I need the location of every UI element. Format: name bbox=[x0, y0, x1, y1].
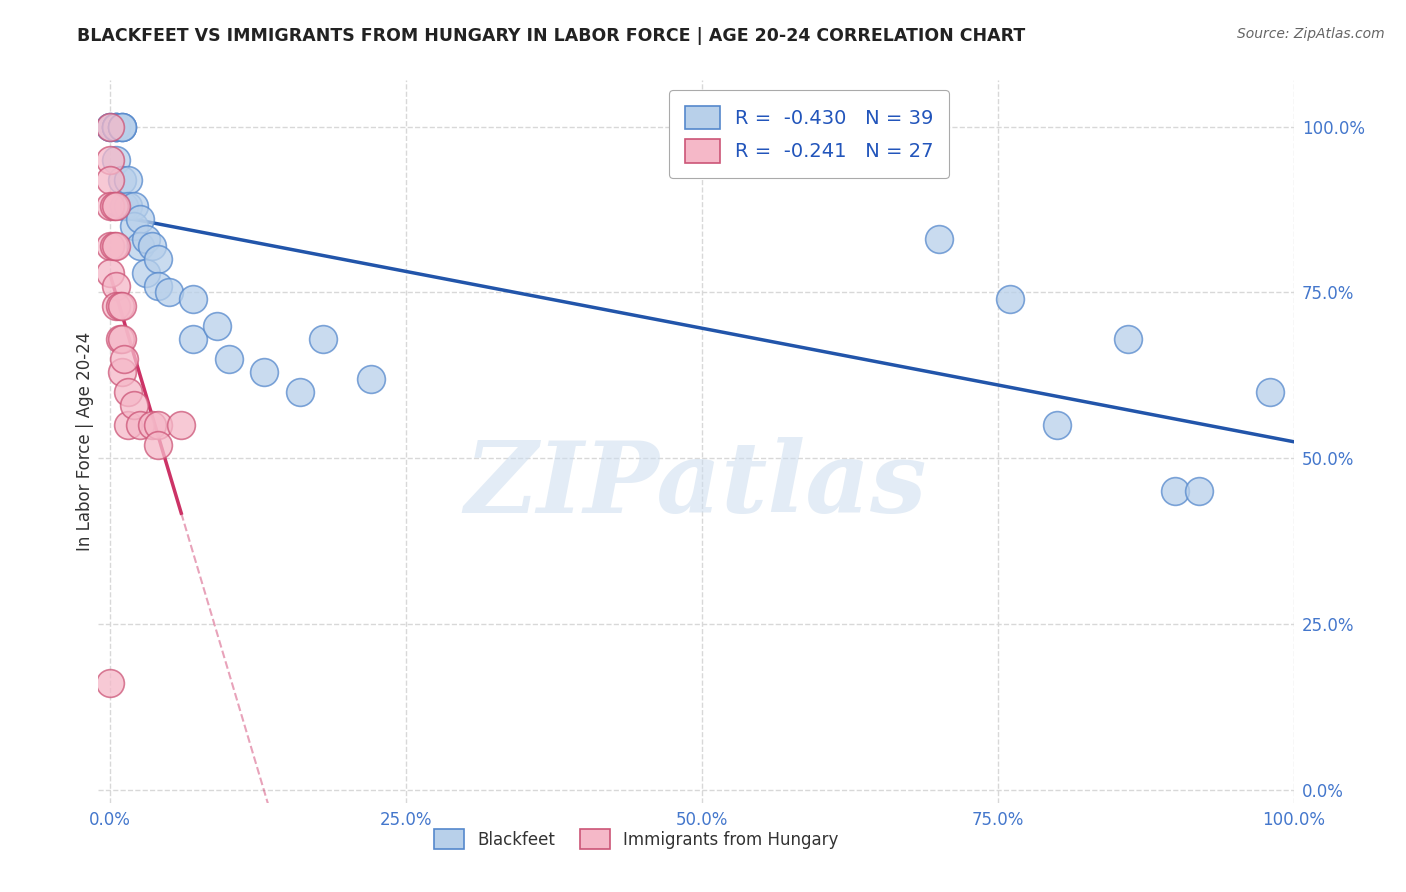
Point bbox=[157, 285, 180, 300]
Text: Source: ZipAtlas.com: Source: ZipAtlas.com bbox=[1237, 27, 1385, 41]
Point bbox=[1188, 484, 1211, 499]
Point bbox=[114, 199, 136, 213]
Point bbox=[128, 417, 150, 432]
Y-axis label: In Labor Force | Age 20-24: In Labor Force | Age 20-24 bbox=[76, 332, 94, 551]
Point bbox=[103, 199, 125, 213]
Point bbox=[135, 232, 157, 246]
Point bbox=[122, 219, 145, 233]
Point bbox=[105, 239, 128, 253]
Text: ZIPatlas: ZIPatlas bbox=[465, 437, 927, 533]
Text: BLACKFEET VS IMMIGRANTS FROM HUNGARY IN LABOR FORCE | AGE 20-24 CORRELATION CHAR: BLACKFEET VS IMMIGRANTS FROM HUNGARY IN … bbox=[77, 27, 1025, 45]
Point bbox=[105, 120, 128, 134]
Point bbox=[111, 120, 134, 134]
Point bbox=[98, 172, 121, 186]
Point bbox=[288, 384, 311, 399]
Point bbox=[122, 398, 145, 412]
Legend: Blackfeet, Immigrants from Hungary: Blackfeet, Immigrants from Hungary bbox=[427, 822, 845, 856]
Point bbox=[98, 199, 121, 213]
Point bbox=[111, 120, 134, 134]
Point bbox=[105, 120, 128, 134]
Point bbox=[141, 417, 163, 432]
Point bbox=[105, 199, 128, 213]
Point bbox=[146, 252, 169, 267]
Point bbox=[1258, 384, 1281, 399]
Point bbox=[111, 120, 134, 134]
Point bbox=[98, 266, 121, 280]
Point bbox=[103, 239, 125, 253]
Point bbox=[170, 417, 193, 432]
Point bbox=[122, 199, 145, 213]
Point bbox=[218, 351, 240, 366]
Point bbox=[1164, 484, 1187, 499]
Point bbox=[1116, 332, 1139, 346]
Point bbox=[146, 278, 169, 293]
Point bbox=[108, 332, 131, 346]
Point bbox=[98, 676, 121, 690]
Point bbox=[117, 417, 139, 432]
Point bbox=[105, 299, 128, 313]
Point bbox=[105, 153, 128, 167]
Point bbox=[111, 365, 134, 379]
Point bbox=[111, 172, 134, 186]
Point bbox=[117, 199, 139, 213]
Point bbox=[114, 351, 136, 366]
Point bbox=[98, 120, 121, 134]
Point bbox=[128, 239, 150, 253]
Point bbox=[360, 371, 382, 385]
Point bbox=[117, 172, 139, 186]
Point bbox=[117, 384, 139, 399]
Point bbox=[111, 299, 134, 313]
Point bbox=[181, 332, 204, 346]
Point bbox=[128, 212, 150, 227]
Point bbox=[253, 365, 276, 379]
Point bbox=[135, 266, 157, 280]
Point bbox=[928, 232, 950, 246]
Point bbox=[141, 239, 163, 253]
Point bbox=[105, 120, 128, 134]
Point bbox=[111, 332, 134, 346]
Point bbox=[181, 292, 204, 306]
Point bbox=[312, 332, 335, 346]
Point bbox=[146, 417, 169, 432]
Point bbox=[98, 120, 121, 134]
Point bbox=[98, 239, 121, 253]
Point bbox=[146, 438, 169, 452]
Point bbox=[98, 120, 121, 134]
Point bbox=[205, 318, 228, 333]
Point bbox=[1046, 417, 1069, 432]
Point bbox=[998, 292, 1021, 306]
Point bbox=[105, 278, 128, 293]
Point bbox=[105, 120, 128, 134]
Point bbox=[98, 153, 121, 167]
Point bbox=[108, 299, 131, 313]
